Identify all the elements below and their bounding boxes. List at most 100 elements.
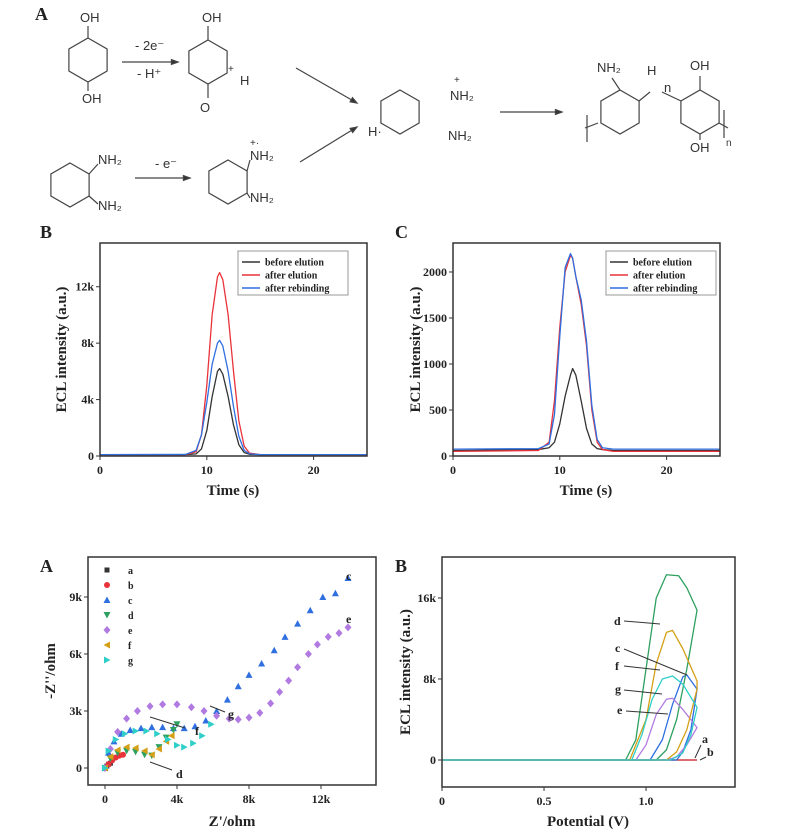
data-point-triangle: [105, 747, 113, 755]
bond: [638, 91, 651, 102]
annotation-label: a: [702, 732, 708, 746]
x-axis-title: Potential (V): [547, 814, 629, 830]
annotation-label: c: [346, 569, 352, 583]
series-line-g: [442, 675, 698, 761]
nh2-label: NH₂: [450, 88, 474, 103]
annotation-leader: [209, 705, 226, 713]
x-tick-label: 0: [102, 792, 108, 806]
panel-label-a: A: [35, 4, 48, 24]
bond: [611, 77, 621, 91]
data-point-diamond: [335, 629, 343, 638]
data-point-triangle: [202, 716, 210, 724]
benzene-ring: [208, 159, 248, 205]
data-point-triangle: [181, 743, 188, 751]
h-radical-label: H·: [368, 124, 382, 139]
y-axis-title: ECL intensity (a.u.): [54, 287, 70, 413]
annotation-label: e: [617, 703, 623, 717]
step-label-e: - e⁻: [155, 156, 177, 171]
plot-frame: [99, 242, 368, 457]
legend-label: d: [128, 611, 134, 622]
legend-label: after elution: [633, 271, 686, 282]
data-point-diamond: [324, 632, 332, 641]
series-line-after-rebinding: [99, 339, 367, 456]
data-point-triangle: [154, 730, 161, 738]
data-point-diamond: [245, 713, 253, 722]
plus-label: +: [454, 75, 460, 86]
x-tick-label: 0.5: [537, 794, 552, 808]
legend-label: g: [128, 656, 133, 667]
bond: [88, 163, 99, 175]
arrow-head: [349, 96, 359, 104]
data-point-triangle: [155, 745, 162, 753]
data-point-triangle: [191, 722, 199, 730]
y-tick-label: 16k: [417, 591, 436, 605]
data-point-triangle: [132, 727, 140, 735]
y-tick-label: 1500: [423, 311, 447, 325]
data-point-diamond: [313, 640, 321, 649]
bond: [88, 195, 99, 205]
x-tick-label: 20: [661, 463, 673, 477]
data-point-diamond: [200, 706, 208, 715]
legend-label: c: [128, 596, 133, 607]
series-line-f: [442, 629, 698, 761]
legend-label: b: [128, 581, 134, 592]
plus-label: +: [228, 64, 234, 75]
annotation-leader: [694, 744, 702, 759]
legend-label: after rebinding: [265, 284, 329, 295]
data-point-circle: [104, 582, 110, 588]
nh2-label: NH₂: [250, 148, 274, 163]
oh-label: OH: [80, 10, 100, 25]
benzene-ring: [380, 89, 420, 135]
y-tick-label: 1000: [423, 357, 447, 371]
data-point-circle: [119, 751, 126, 758]
x-tick-label: 12k: [312, 792, 331, 806]
data-point-triangle: [123, 743, 130, 751]
nh2-label: NH₂: [98, 152, 122, 167]
legend-label: f: [128, 641, 132, 652]
data-point-triangle: [148, 723, 156, 731]
bond: [661, 91, 682, 102]
data-point-diamond: [173, 700, 181, 709]
series-line-before-elution: [452, 367, 720, 452]
y-tick-label: 0: [441, 449, 447, 463]
y-tick-label: 6k: [69, 647, 82, 661]
oh-label: OH: [202, 10, 222, 25]
series-line-d: [442, 574, 698, 761]
data-point-diamond: [285, 676, 293, 685]
oh-label: OH: [82, 91, 102, 106]
x-tick-label: 20: [308, 463, 320, 477]
legend-label: after rebinding: [633, 284, 697, 295]
data-point-diamond: [267, 699, 275, 708]
series-g: [101, 720, 215, 772]
y-tick-label: 2000: [423, 265, 447, 279]
nh2-label: NH₂: [448, 128, 472, 143]
data-point-triangle: [319, 593, 327, 600]
y-tick-label: 8k: [423, 672, 436, 686]
n-label: n: [664, 80, 671, 95]
annotation-leader: [625, 710, 669, 715]
legend-label: e: [128, 626, 133, 637]
data-point-diamond: [146, 702, 154, 711]
x-tick-label: 4k: [171, 792, 184, 806]
data-point-triangle: [199, 732, 206, 740]
annotation-leader: [623, 648, 688, 676]
data-point-triangle: [190, 739, 197, 747]
step-label-h: - H⁺: [137, 66, 161, 81]
data-point-diamond: [294, 663, 302, 672]
panel-label: B: [40, 222, 52, 242]
plot-frame: [87, 556, 377, 786]
y-axis-title: ECL intensity (a.u.): [408, 287, 424, 413]
annotation-label: d: [176, 767, 183, 781]
data-point-triangle: [106, 753, 114, 761]
bond: [246, 192, 251, 199]
data-point-triangle: [294, 620, 302, 627]
data-point-triangle: [101, 764, 109, 772]
radical-cation-label: +·: [250, 138, 259, 149]
legend-label: after elution: [265, 271, 318, 282]
benzene-ring: [600, 89, 640, 135]
y-tick-label: 0: [76, 761, 82, 775]
oh-label: OH: [690, 58, 710, 73]
nh2-label: NH₂: [250, 190, 274, 205]
arrow-head: [170, 58, 180, 66]
data-point-diamond: [256, 708, 264, 717]
